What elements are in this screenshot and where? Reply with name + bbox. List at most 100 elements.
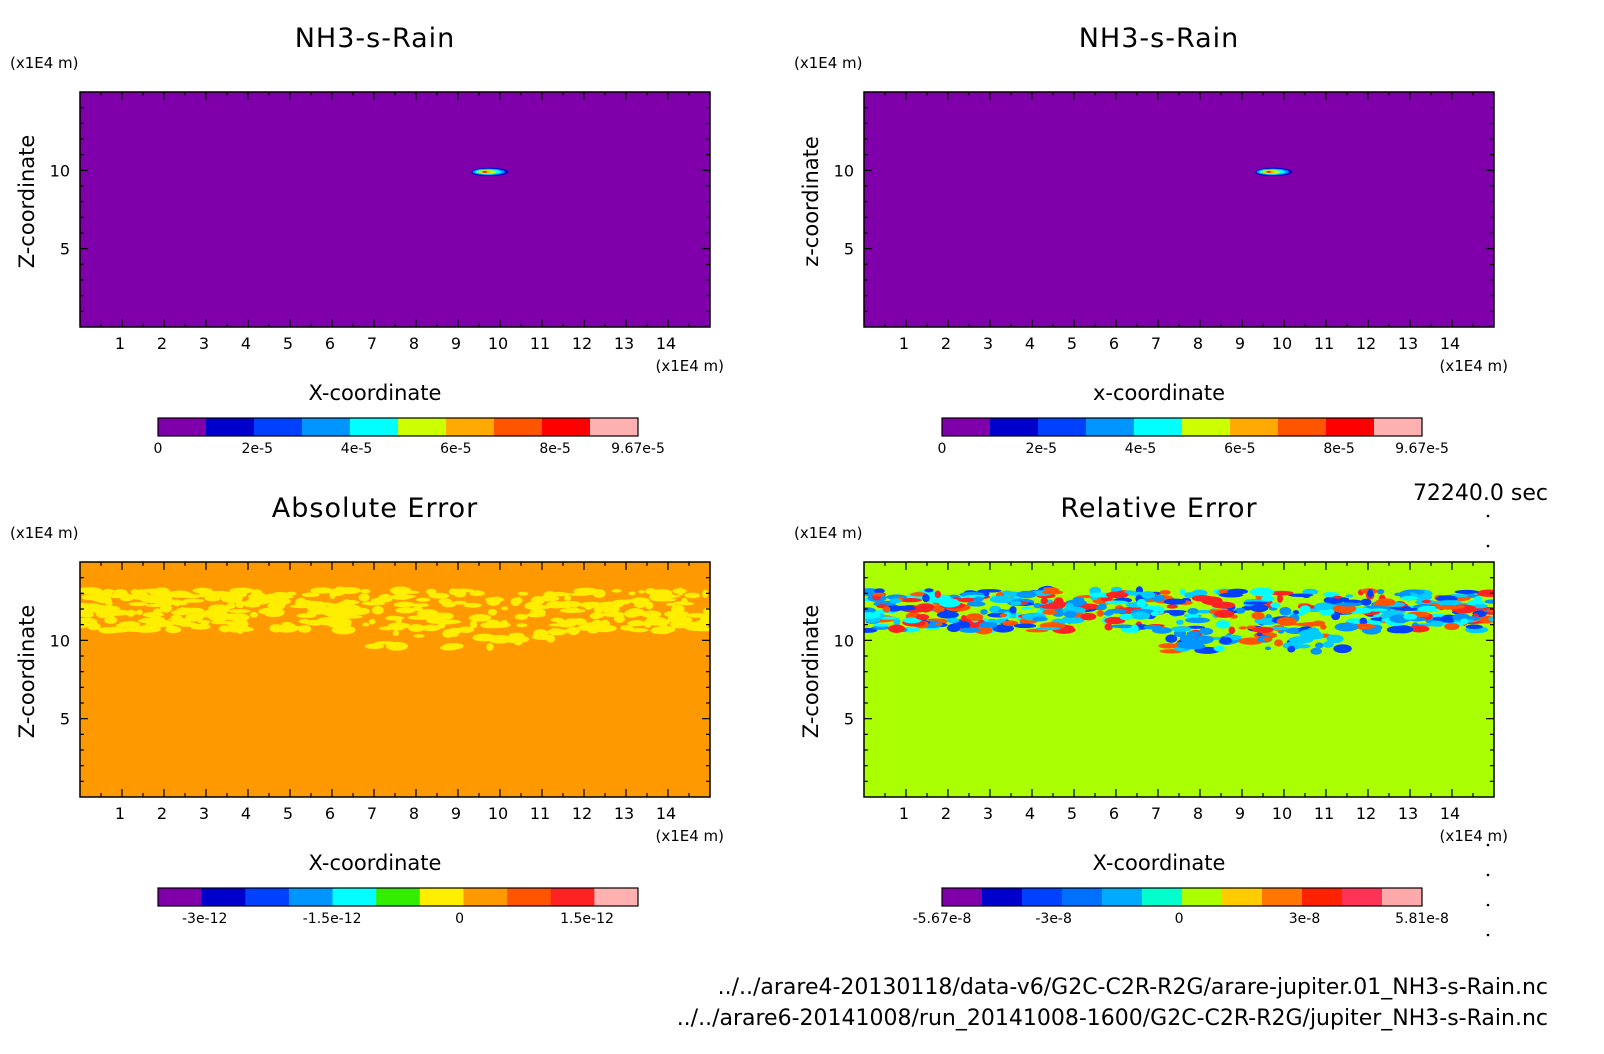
noise-patch — [387, 622, 411, 629]
margin-dot — [1486, 873, 1490, 877]
colorbar: 0 2e-5 4e-5 6e-5 8e-5 9.67e-5 — [154, 417, 665, 457]
noise-patch — [399, 590, 420, 594]
noise-patch — [407, 615, 431, 620]
y-unit-label: (x1E4 m) — [10, 524, 79, 542]
noise-patch — [1063, 610, 1077, 618]
noise-patch — [451, 588, 475, 593]
noise-patch — [1097, 603, 1107, 611]
x-tick-label: 12 — [1356, 334, 1376, 353]
noise-patch — [689, 627, 710, 632]
noise-patch — [141, 617, 157, 622]
x-unit-label: (x1E4 m) — [1439, 827, 1508, 845]
noise-patch — [516, 623, 528, 628]
noise-patch — [183, 598, 205, 603]
heatmap-field — [80, 92, 710, 327]
noise-patch — [375, 641, 396, 645]
noise-patch — [390, 616, 405, 620]
noise-patch — [1282, 641, 1304, 650]
x-tick-label: 9 — [1235, 334, 1245, 353]
noise-patch — [281, 623, 296, 630]
x-tick-label: 5 — [1067, 334, 1077, 353]
noise-patch — [874, 588, 885, 594]
noise-patch — [1432, 616, 1445, 621]
noise-patch — [310, 621, 322, 626]
noise-patch — [142, 588, 163, 593]
colorbar-tick-label: 4e-5 — [1125, 441, 1156, 457]
noise-patch — [873, 623, 889, 627]
y-tick-label: 5 — [844, 240, 854, 259]
noise-patch — [1251, 626, 1274, 633]
colorbar-segment — [158, 418, 207, 436]
colorbar-tick-label: 0 — [154, 441, 163, 457]
x-tick-label: 14 — [656, 334, 676, 353]
noise-patch — [1250, 604, 1269, 613]
colorbar-tick-label: 0 — [1175, 911, 1184, 927]
noise-patch — [413, 634, 425, 638]
y-axis-label: Z-coordinate — [15, 135, 39, 269]
colorbar-segment — [1086, 418, 1135, 436]
noise-patch — [1334, 602, 1360, 607]
noise-patch — [1287, 645, 1296, 653]
x-tick-label: 5 — [283, 804, 293, 823]
noise-patch — [864, 617, 881, 624]
noise-patch — [391, 595, 411, 600]
noise-patch — [582, 587, 591, 595]
noise-patch — [1080, 612, 1097, 621]
noise-patch — [1292, 610, 1300, 615]
noise-patch — [408, 624, 425, 632]
noise-patch — [1262, 637, 1273, 642]
noise-patch — [360, 588, 371, 594]
x-tick-label: 1 — [899, 804, 909, 823]
noise-patch — [1187, 608, 1199, 615]
noise-patch — [592, 589, 606, 598]
noise-patch — [1163, 598, 1187, 605]
noise-patch — [565, 618, 579, 623]
noise-patch — [1444, 622, 1460, 631]
panel-1: NH3-s-Rain(x1E4 m)1 2 3 4 5 6 7 8 9 10 11 12 13 14510… — [10, 23, 724, 457]
colorbar-tick-label: 2e-5 — [1026, 441, 1057, 457]
noise-patch — [593, 606, 614, 613]
noise-patch — [1270, 602, 1281, 608]
noise-patch — [1264, 646, 1272, 651]
noise-patch — [393, 601, 416, 608]
file-path-line-2: ../../arare6-20141008/run_20141008-1600/… — [677, 1006, 1548, 1031]
noise-patch — [118, 621, 141, 628]
panel-title: NH3-s-Rain — [1079, 23, 1240, 54]
noise-patch — [614, 614, 626, 623]
noise-patch — [152, 619, 172, 626]
noise-patch — [999, 613, 1007, 618]
noise-patch — [966, 601, 986, 607]
noise-patch — [910, 592, 928, 597]
x-tick-label: 10 — [488, 804, 508, 823]
colorbar-segment — [1038, 418, 1087, 436]
noise-patch — [1394, 592, 1402, 597]
colorbar-segment — [302, 418, 351, 436]
blob-contour-5 — [1266, 171, 1272, 173]
noise-patch — [442, 602, 456, 608]
noise-patch — [628, 628, 649, 633]
noise-patch — [1150, 611, 1160, 617]
noise-patch — [626, 608, 645, 617]
noise-patch — [1158, 643, 1179, 649]
noise-patch — [395, 618, 403, 624]
noise-patch — [1293, 622, 1314, 627]
colorbar-tick-label: 0 — [938, 441, 947, 457]
noise-patch — [531, 633, 553, 640]
colorbar-segment — [590, 418, 639, 436]
colorbar-segment — [206, 418, 255, 436]
colorbar-tick-label: 1.5e-12 — [560, 911, 614, 927]
noise-patch — [864, 612, 881, 619]
noise-patch — [334, 618, 346, 622]
file-path-line-1: ../../arare4-20130118/data-v6/G2C-C2R-R2… — [718, 975, 1548, 1000]
colorbar-segment — [942, 888, 983, 906]
colorbar-segment — [1102, 888, 1143, 906]
x-tick-label: 14 — [656, 804, 676, 823]
noise-patch — [864, 627, 878, 633]
noise-patch — [658, 627, 667, 632]
noise-patch — [1437, 600, 1462, 604]
noise-patch — [172, 599, 182, 607]
noise-patch — [611, 589, 622, 593]
colorbar-frame — [157, 887, 639, 907]
noise-patch — [1322, 591, 1340, 598]
noise-patch — [1314, 642, 1324, 649]
